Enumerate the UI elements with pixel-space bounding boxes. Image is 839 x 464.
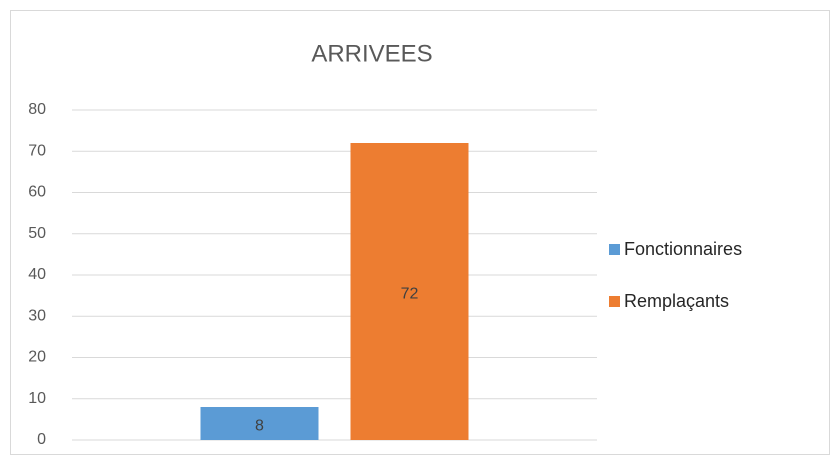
y-tick-label: 40 [28,266,46,283]
data-label: 8 [255,418,264,435]
y-tick-label: 20 [28,349,46,366]
y-tick-label: 80 [28,101,46,118]
y-tick-label: 10 [28,390,46,407]
bar [350,143,469,440]
y-tick-label: 60 [28,184,46,201]
legend-swatch [609,244,620,255]
chart-title: ARRIVEES [311,40,432,67]
legend-label: Fonctionnaires [624,239,742,259]
y-tick-label: 50 [28,225,46,242]
y-tick-label: 0 [37,431,46,448]
legend-swatch [609,296,620,307]
y-tick-label: 70 [28,142,46,159]
y-tick-label: 30 [28,307,46,324]
bar [200,407,319,440]
legend-label: Remplaçants [624,291,729,311]
data-label: 72 [401,286,419,303]
